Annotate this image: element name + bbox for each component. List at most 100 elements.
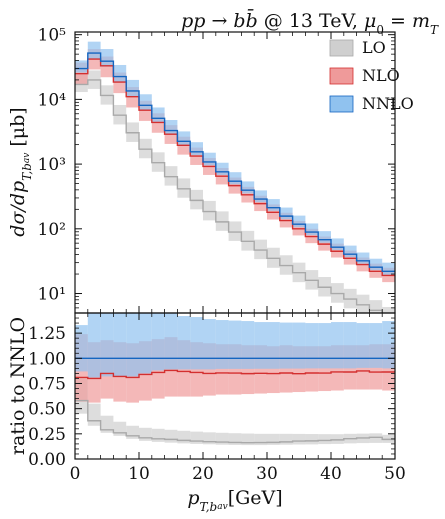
- nnlo-band-bin: [190, 142, 203, 156]
- ratio-y-tick-label: 1.00: [28, 349, 66, 369]
- nnlo-band-bin: [267, 199, 280, 211]
- main-panel: 0 10 20 30 40 50 10¹ 10² 10³ 10⁴ 10⁵ 0.00 0.25 0.50 0.…: [28, 26, 406, 484]
- nnlo-band-bin: [279, 322, 293, 369]
- lo-band-bin: [215, 432, 229, 445]
- nnlo-band-bin: [279, 207, 293, 220]
- nnlo-central-line: [75, 52, 395, 273]
- nnlo-band-bin: [100, 313, 114, 377]
- y-tick-label: 10⁴: [38, 90, 67, 110]
- nnlo-band-bin: [228, 172, 242, 185]
- nnlo-band-bin: [75, 60, 88, 73]
- lo-band-bin: [100, 415, 114, 433]
- nlo-central-line: [75, 369, 395, 380]
- nnlo-band-bin: [164, 120, 178, 134]
- lo-band-bin: [215, 211, 229, 231]
- nnlo-band-bin: [151, 107, 165, 122]
- y-tick-label: 10²: [38, 220, 66, 240]
- nnlo-band-bin: [331, 322, 344, 369]
- x-tick-label: 20: [192, 464, 214, 484]
- nnlo-band-bin: [75, 325, 88, 372]
- ratio-y-tick-label: 0.75: [28, 374, 66, 394]
- nnlo-band-bin: [305, 223, 319, 236]
- nnlo-band-bin: [241, 321, 255, 369]
- lo-band-bin: [279, 433, 293, 445]
- y-tick-label: 10¹: [38, 285, 66, 305]
- x-axis-title: pT,bav[GeV]: [187, 487, 282, 514]
- ratio-y-tick-label: 1.25: [28, 324, 66, 344]
- lo-band-bin: [331, 434, 344, 444]
- nnlo-band-bin: [356, 323, 370, 368]
- legend: LO NLO NNLO: [329, 38, 414, 113]
- nnlo-band-bin: [343, 322, 357, 369]
- legend-label-nnlo: NNLO: [362, 94, 414, 113]
- x-tick-label: 50: [384, 464, 406, 484]
- y-tick-label: 10³: [38, 155, 66, 175]
- x-tick-label: 0: [70, 464, 81, 484]
- nnlo-band-bin: [241, 181, 255, 194]
- nnlo-band-bin: [215, 320, 229, 369]
- nnlo-band-bin: [343, 245, 357, 258]
- lo-band-bin: [177, 178, 191, 198]
- lo-band-bin: [292, 433, 306, 445]
- ratio-central-lines: [75, 357, 395, 444]
- nnlo-band-bin: [292, 322, 306, 369]
- legend-swatch-nlo: [329, 67, 354, 85]
- nnlo-band-bin: [151, 313, 165, 371]
- nnlo-band-bin: [305, 323, 319, 369]
- nnlo-band-bin: [126, 313, 139, 377]
- lo-band-bin: [228, 433, 242, 445]
- legend-label-nlo: NLO: [362, 66, 400, 85]
- lo-band-bin: [318, 434, 331, 445]
- lo-band-bin: [305, 434, 319, 445]
- lo-band-bin: [139, 427, 152, 441]
- nnlo-band-bin: [139, 313, 152, 374]
- nnlo-band-bin: [177, 316, 191, 370]
- nnlo-band-bin: [254, 322, 267, 369]
- nnlo-band-bin: [318, 231, 331, 243]
- ratio-y-tick-label: 0.50: [28, 400, 66, 420]
- lo-band-bin: [164, 429, 178, 443]
- lo-band-bin: [151, 428, 165, 442]
- nnlo-band-bin: [369, 258, 383, 271]
- x-tick-label: 40: [320, 464, 342, 484]
- ratio-y-tick-label: 0.25: [28, 425, 66, 445]
- lo-band-bin: [113, 421, 127, 436]
- nnlo-band-bin: [203, 319, 216, 370]
- nnlo-band-bin: [126, 79, 139, 97]
- nnlo-band-bin: [292, 215, 306, 228]
- lo-band-bin: [228, 221, 242, 241]
- ratio-y-axis-title: ratio to NNLO: [7, 317, 29, 455]
- nnlo-band-bin: [356, 252, 370, 264]
- lo-band-bin: [203, 432, 216, 445]
- legend-swatch-nnlo: [329, 95, 354, 113]
- nlo-central-line: [75, 58, 395, 277]
- nnlo-band-bin: [177, 131, 191, 145]
- lo-band-bin: [177, 430, 191, 444]
- nnlo-band-bin: [267, 322, 280, 369]
- lo-central-line: [75, 79, 383, 313]
- lo-band-bin: [164, 166, 178, 186]
- nnlo-band-bin: [228, 320, 242, 369]
- main-central-lines: [75, 52, 395, 313]
- nnlo-band-bin: [113, 313, 127, 377]
- nnlo-band-bin: [215, 162, 229, 175]
- chart-title: pp → bb̄ @ 13 TeV, μ0 = mT: [181, 8, 439, 37]
- nnlo-band-bin: [87, 41, 101, 60]
- main-y-axis-title: dσ/dpT,bav [μb]: [7, 107, 34, 236]
- lo-central-line: [75, 399, 395, 444]
- lo-band-bin: [190, 189, 203, 210]
- nnlo-band-bin: [331, 238, 344, 251]
- nnlo-band-bin: [113, 64, 127, 83]
- nnlo-band-bin: [164, 313, 178, 370]
- legend-label-lo: LO: [362, 38, 386, 57]
- y-tick-label: 10⁵: [38, 26, 67, 46]
- lo-band-bin: [190, 431, 203, 444]
- nnlo-band-bin: [190, 317, 203, 370]
- lo-band-bin: [356, 294, 370, 313]
- lo-band-bin: [254, 433, 267, 446]
- nnlo-band-bin: [87, 313, 101, 378]
- ratio-bands: [75, 313, 395, 446]
- nnlo-band-bin: [318, 323, 331, 369]
- lo-band-bin: [382, 306, 395, 313]
